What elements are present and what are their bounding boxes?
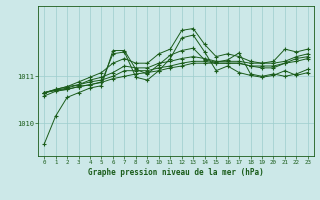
X-axis label: Graphe pression niveau de la mer (hPa): Graphe pression niveau de la mer (hPa): [88, 168, 264, 177]
